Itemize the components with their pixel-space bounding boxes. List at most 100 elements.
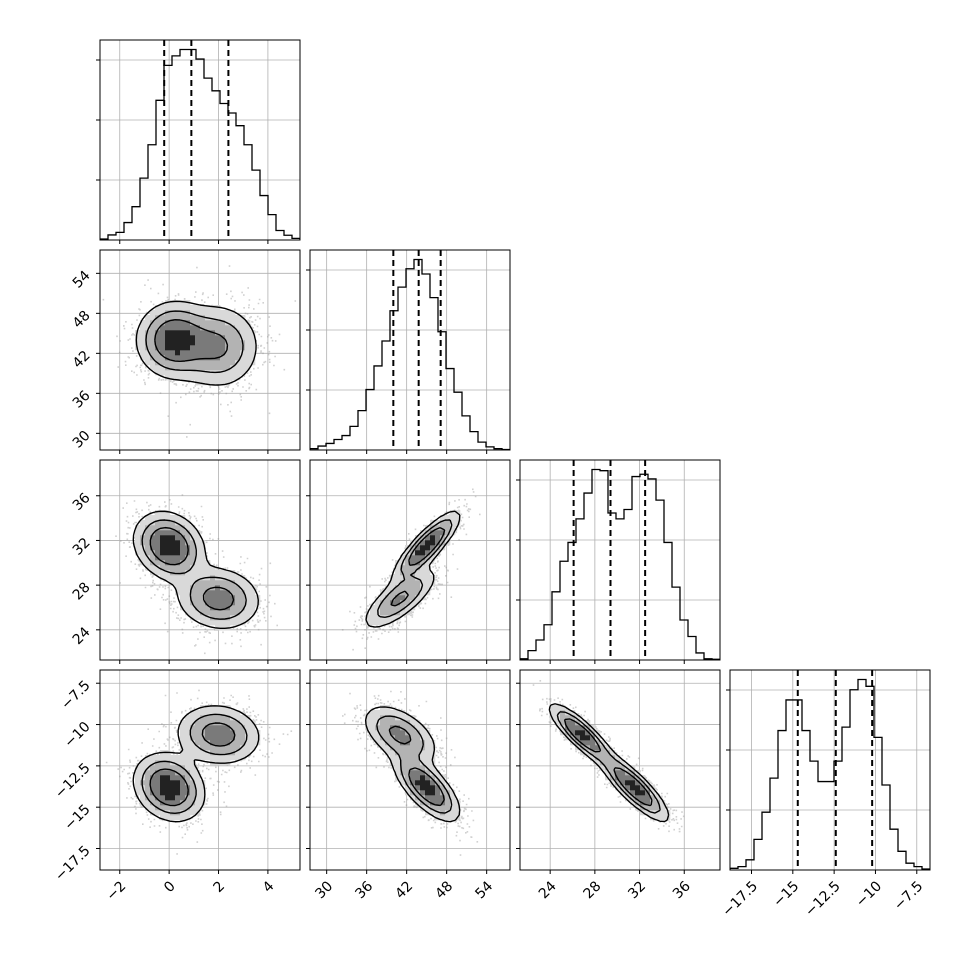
- density-cell: [165, 520, 171, 526]
- density-cell: [400, 580, 406, 586]
- density-cell: [420, 585, 426, 591]
- density-cell: [390, 745, 396, 751]
- density-cell: [615, 770, 621, 776]
- density-cell: [215, 740, 221, 746]
- density-cell: [170, 785, 176, 791]
- density-cell: [380, 745, 386, 751]
- density-cell: [185, 530, 191, 536]
- density-cell: [170, 515, 176, 521]
- density-cell: [170, 775, 176, 781]
- density-cell: [155, 785, 161, 791]
- density-cell: [220, 745, 226, 751]
- density-cell: [220, 355, 226, 361]
- density-cell: [445, 515, 451, 521]
- density-cell: [160, 515, 166, 521]
- density-cell: [425, 770, 431, 776]
- density-cell: [405, 565, 411, 571]
- density-cell: [375, 600, 381, 606]
- density-cell: [180, 525, 186, 531]
- density-cell: [395, 770, 401, 776]
- density-cell: [645, 810, 651, 816]
- density-cell: [590, 740, 596, 746]
- density-cell: [170, 355, 176, 361]
- density-cell: [215, 715, 221, 721]
- density-cell: [415, 535, 421, 541]
- grid-lines: [730, 670, 930, 870]
- density-cell: [385, 620, 391, 626]
- density-cell: [420, 735, 426, 741]
- density-cell: [150, 360, 156, 366]
- density-cell: [405, 715, 411, 721]
- density-cell: [420, 550, 426, 556]
- density-cell: [175, 545, 181, 551]
- density-cell: [220, 595, 226, 601]
- density-cell: [390, 610, 396, 616]
- density-cell: [205, 710, 211, 716]
- density-cell: [395, 720, 401, 726]
- density-cell: [195, 725, 201, 731]
- density-cell: [225, 585, 231, 591]
- density-cell: [180, 580, 186, 586]
- density-cell: [205, 350, 211, 356]
- density-cell: [165, 755, 171, 761]
- density-cell: [165, 815, 171, 821]
- density-cell: [410, 770, 416, 776]
- density-cell: [570, 725, 576, 731]
- tick-label: 36: [670, 878, 694, 902]
- density-cell: [140, 530, 146, 536]
- density-cell: [230, 325, 236, 331]
- density-cell: [160, 535, 166, 541]
- density-cell: [195, 735, 201, 741]
- density-cell: [150, 775, 156, 781]
- density-cell: [240, 615, 246, 621]
- density-cell: [390, 715, 396, 721]
- density-cell: [450, 525, 456, 531]
- density-cell: [165, 355, 171, 361]
- density-cell: [180, 325, 186, 331]
- density-cell: [180, 350, 186, 356]
- density-cell: [210, 315, 216, 321]
- density-cell: [155, 770, 161, 776]
- density-cell: [620, 775, 626, 781]
- density-cell: [230, 710, 236, 716]
- density-cell: [170, 365, 176, 371]
- density-cell: [165, 320, 171, 326]
- density-cell: [185, 540, 191, 546]
- density-cell: [205, 340, 211, 346]
- density-cell: [230, 335, 236, 341]
- density-cell: [190, 305, 196, 311]
- density-cell: [145, 800, 151, 806]
- density-cell: [195, 535, 201, 541]
- density-cell: [235, 590, 241, 596]
- density-cell: [450, 790, 456, 796]
- density-cell: [240, 325, 246, 331]
- density-cell: [185, 730, 191, 736]
- density-cell: [170, 520, 176, 526]
- density-cell: [245, 325, 251, 331]
- density-cell: [375, 620, 381, 626]
- density-cell: [430, 740, 436, 746]
- density-cell: [140, 340, 146, 346]
- density-cell: [455, 810, 461, 816]
- density-cell: [135, 545, 141, 551]
- density-cell: [150, 365, 156, 371]
- density-cell: [175, 760, 181, 766]
- density-cell: [170, 345, 176, 351]
- density-cell: [435, 810, 441, 816]
- density-cell: [420, 560, 426, 566]
- density-cell: [145, 315, 151, 321]
- density-cell: [410, 730, 416, 736]
- density-cell: [170, 805, 176, 811]
- density-cell: [630, 800, 636, 806]
- density-cell: [190, 765, 196, 771]
- density-cell: [185, 775, 191, 781]
- density-cell: [410, 600, 416, 606]
- density-cell: [150, 800, 156, 806]
- density-cell: [220, 580, 226, 586]
- density-cell: [175, 310, 181, 316]
- density-cell: [640, 795, 646, 801]
- density-cell: [375, 730, 381, 736]
- density-cell: [400, 770, 406, 776]
- density-cell: [410, 595, 416, 601]
- density-cell: [230, 735, 236, 741]
